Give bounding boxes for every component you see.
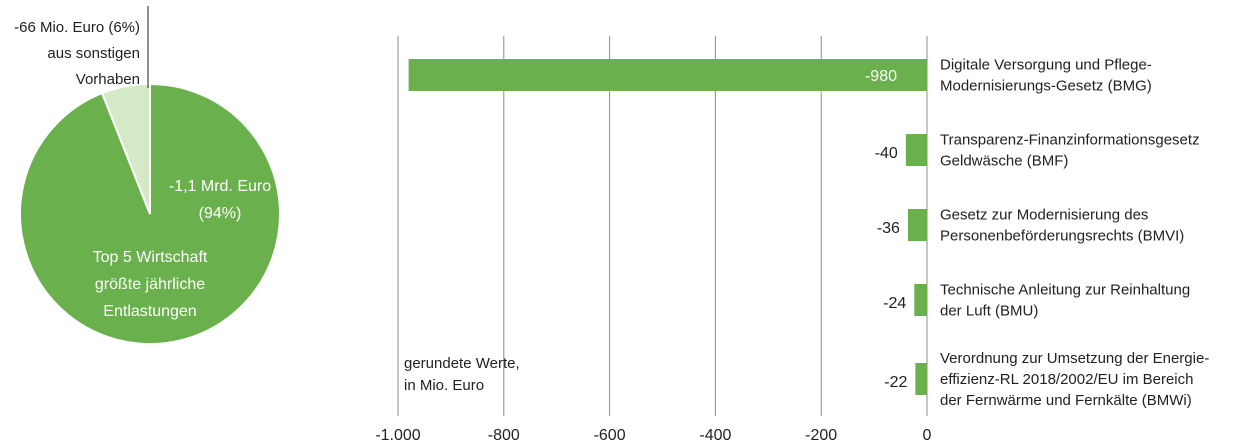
category-label: der Fernwärme und Fernkälte (BMWi) [940,392,1192,409]
pie-slice [100,82,151,215]
bar [907,209,927,241]
pie-slice-label: Entlastungen [103,303,196,320]
pie-slice-label: größte jährliche [95,276,205,293]
x-tick-label: 0 [923,427,932,444]
pie-slice-label: (94%) [199,205,242,222]
bar [915,363,927,395]
x-tick-label: -800 [488,427,520,444]
pie-slice-label: -66 Mio. Euro (6%) [14,19,140,36]
x-tick-label: -200 [805,427,837,444]
bar-value-label: -40 [875,145,898,162]
axis-note: in Mio. Euro [404,377,484,394]
category-label: Digitale Versorgung und Pflege- [940,57,1152,74]
x-tick-label: -1.000 [375,427,420,444]
category-label: Verordnung zur Umsetzung der Energie- [940,350,1209,367]
bar-value-label: -22 [884,374,907,391]
category-label: der Luft (BMU) [940,303,1038,320]
pie-chart: -1,1 Mrd. Euro (94%) Top 5 Wirtschaft größt… [14,6,281,345]
bar-value-label: -36 [877,220,900,237]
category-label: Personenbeförderungsrechts (BMVI) [940,228,1184,245]
category-label: Gesetz zur Modernisierung des [940,207,1148,224]
bar [408,59,928,91]
bar [914,284,927,316]
bar-value-label: -24 [883,295,906,312]
bar-chart: -1.000 -800 -600 -400 -200 0 -980 Digitale Vers… [375,36,1209,444]
bar-value-label: -980 [865,68,897,85]
pie-slice-label: Vorhaben [76,71,140,88]
axis-note: gerundete Werte, [404,355,520,372]
pie-slice-label: Top 5 Wirtschaft [93,249,208,266]
category-label: Transparenz-Finanzinformationsgesetz [940,132,1200,149]
x-tick-label: -600 [594,427,626,444]
category-label: Modernisierungs-Gesetz (BMG) [940,78,1152,95]
category-label: Geldwäsche (BMF) [940,153,1068,170]
category-label: effizienz-RL 2018/2002/EU im Bereich [940,371,1193,388]
pie-slice-label: -1,1 Mrd. Euro [169,178,271,195]
bar [905,134,927,166]
category-label: Technische Anleitung zur Reinhaltung [940,282,1190,299]
x-tick-label: -400 [699,427,731,444]
pie-slice-label: aus sonstigen [47,45,140,62]
